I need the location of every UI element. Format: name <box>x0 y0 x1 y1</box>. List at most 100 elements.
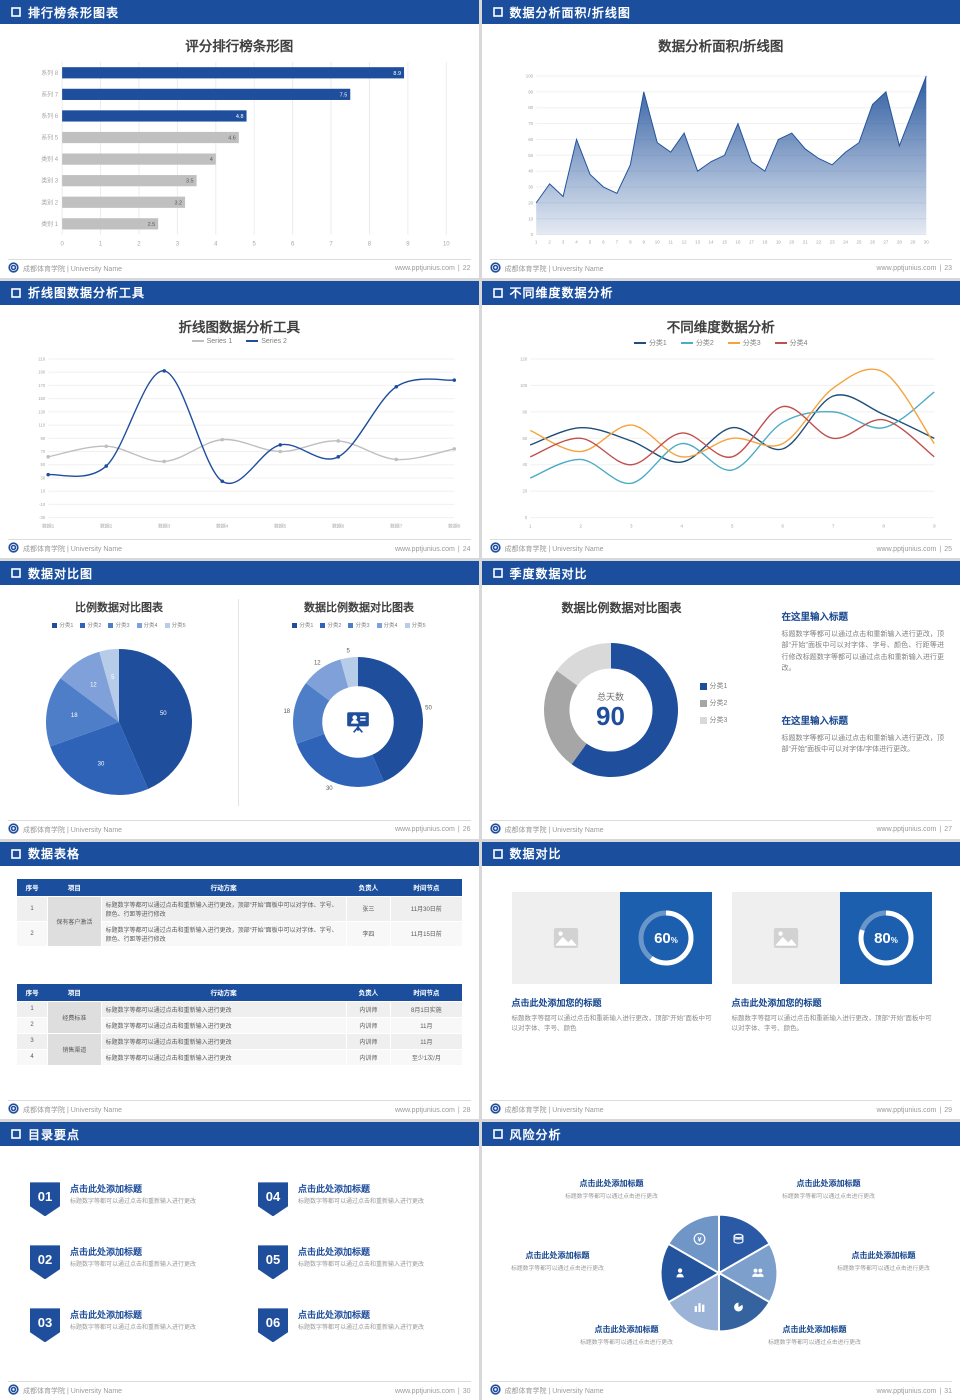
left-legend: 分类1 分类2 分类3 分类4 分类5 <box>0 621 238 629</box>
risk-block: 点击此处添加标题 标题数字等都可以通过点击进行更改 <box>754 1178 904 1200</box>
slide-header-title: 季度数据对比 <box>509 566 588 581</box>
university-name: 成都体育学院 | University Name <box>23 265 123 273</box>
compare-card: 60% 点击此处添加您的标题 标题数字等都可以通过点击和重新输入进行更改，顶部“… <box>511 891 712 1035</box>
slide-header: 数据对比 <box>481 841 960 866</box>
legend-marker <box>376 622 382 628</box>
site-url: www.pptjunius.com <box>876 1387 937 1395</box>
legend-label: 分类3 <box>355 623 370 630</box>
legend-item: Series 1 <box>191 338 232 345</box>
legend-marker <box>699 716 707 724</box>
university-name: 成都体育学院 | University Name <box>504 1107 604 1115</box>
slide-line-chart[interactable]: 折线图数据分析工具 折线图数据分析工具 Series 1 Series 2 -3… <box>0 280 479 559</box>
slide-header: 折线图数据分析工具 <box>0 280 479 305</box>
legend-label: 分类4 <box>143 623 158 630</box>
slide-footer: 成都体育学院 | University Name www.pptjunius.c… <box>8 539 471 558</box>
svg-text:50: 50 <box>41 462 46 467</box>
legend-marker <box>80 622 86 628</box>
svg-text:26: 26 <box>869 240 874 245</box>
cell: 11月 <box>390 1016 463 1034</box>
slide-footer: 成都体育学院 | University Name www.pptjunius.c… <box>8 1381 471 1400</box>
legend-marker <box>699 699 707 707</box>
slide-multi-line[interactable]: 不同维度数据分析 不同维度数据分析 分类1 分类2 分类3 分类4 0 20 40 6… <box>481 280 960 559</box>
slide-area-chart[interactable]: 数据分析面积/折线图 数据分析面积/折线图 0 10 20 30 40 50 60 70 80 9… <box>481 0 960 278</box>
legend-label: 分类1 <box>709 683 728 691</box>
square-bullet-icon <box>492 568 503 578</box>
svg-text:100: 100 <box>525 73 533 78</box>
svg-text:80%: 80% <box>874 930 898 947</box>
col-header: 时间节点 <box>390 878 462 897</box>
action-table-2: 序号 项目 行动方案 负责人 时间节点 1 经费标准 标题数字等都可以通过点击和… <box>15 983 463 1066</box>
cell: 李四 <box>345 920 392 947</box>
legend-marker <box>52 622 58 628</box>
toc-title: 点击此处添加标题 <box>70 1310 143 1321</box>
block-body: 标题数字等都可以通过点击和重新输入进行更改，顶部“开始”面板中可以对字体/字体进… <box>781 735 945 754</box>
cell: 1 <box>15 1000 49 1018</box>
page-number: 25 <box>944 545 952 553</box>
university-name: 成都体育学院 | University Name <box>23 1388 123 1395</box>
legend-marker <box>404 622 410 628</box>
site-url: www.pptjunius.com <box>394 1387 455 1395</box>
cell-plan: 标题数字等都可以通过点击和重新输入进行更改，顶部“开始”面板中可以对字体、字号、… <box>100 920 347 947</box>
university-logo <box>489 260 501 278</box>
svg-text:9: 9 <box>932 523 935 529</box>
risk-block: 点击此处添加标题 标题数字等都可以通过点击进行更改 <box>814 1250 954 1272</box>
slide-footer: 成都体育学院 | University Name www.pptjunius.c… <box>8 819 471 839</box>
risk-title: 点击此处添加标题 <box>851 1251 916 1261</box>
slide-header-title: 目录要点 <box>28 1127 81 1142</box>
toc-number-badge: 03 <box>30 1308 60 1343</box>
svg-text:12: 12 <box>314 661 321 667</box>
slide-risk-analysis[interactable]: 风险分析 <box>481 1122 960 1400</box>
risk-block: 点击此处添加标题 标题数字等都可以通过点击进行更改 <box>537 1178 687 1200</box>
svg-text:22: 22 <box>816 240 821 245</box>
legend-item: 分类4 <box>774 338 808 348</box>
text-block: 在这里输入标题 标题数字等都可以通过点击和重新输入进行更改，顶部“开始”面板中可… <box>782 713 945 755</box>
slide-data-tables[interactable]: 数据表格 序号 项目 行动方案 负责人 时间节点 1 保有客户激活 <box>0 841 479 1120</box>
slide-quarter-donut[interactable]: 季度数据对比 数据比例数据对比图表 总天数 90 分类1 分类2 分类3 在这里… <box>481 561 960 839</box>
svg-text:3.2: 3.2 <box>174 200 182 206</box>
coins-icon <box>733 1234 743 1245</box>
svg-text:150: 150 <box>38 396 46 401</box>
svg-text:40: 40 <box>528 169 533 174</box>
slide-header: 不同维度数据分析 <box>481 280 960 305</box>
cell-plan: 标题数字等都可以通过点击和重新输入进行更改 <box>100 1048 347 1066</box>
slide-header: 数据表格 <box>0 841 479 866</box>
picture-icon <box>553 927 578 948</box>
footer-separator: | <box>939 545 942 553</box>
slide-compare-cards[interactable]: 数据对比 60% 点击此处添加您的标题 标题数字等都可以通过点击和重新输入进行更… <box>481 841 960 1120</box>
svg-text:27: 27 <box>883 240 888 245</box>
slide-toc-points[interactable]: 目录要点 01 点击此处添加标题 标题数字等都可以通过点击和重新输入进行更改 02… <box>0 1122 479 1400</box>
legend-label: 分类5 <box>171 623 186 630</box>
risk-title: 点击此处添加标题 <box>525 1251 590 1261</box>
chart-title: 数据分析面积/折线图 <box>658 39 784 54</box>
toc-number-badge: 05 <box>258 1245 288 1280</box>
svg-text:12: 12 <box>90 683 97 689</box>
cell-project: 保有客户激活 <box>47 895 102 947</box>
cell: 11月30日前 <box>390 895 463 922</box>
cell: 张三 <box>345 895 392 922</box>
cell: 3 <box>15 1032 49 1050</box>
svg-text:5: 5 <box>347 649 351 655</box>
svg-text:50: 50 <box>160 711 167 717</box>
toc-title: 点击此处添加标题 <box>70 1247 143 1258</box>
svg-text:90: 90 <box>528 89 533 94</box>
legend-marker <box>292 622 298 628</box>
slide-bar-ranking[interactable]: 排行榜条形图表 评分排行榜条形图 0 1 2 3 4 5 6 7 8 9 10 系列 8 8.9 系列 7… <box>0 0 479 278</box>
toc-desc: 标题数字等都可以通过点击和重新输入进行更改 <box>298 1199 425 1206</box>
legend-label: 分类4 <box>383 623 398 630</box>
toc-number-badge: 01 <box>30 1182 60 1217</box>
cell: 2 <box>15 920 49 947</box>
slide-header-title: 数据对比图 <box>28 566 94 581</box>
svg-text:4.6: 4.6 <box>228 136 236 142</box>
legend-label: 分类3 <box>709 717 728 725</box>
col-header: 项目 <box>47 878 102 897</box>
footer-separator: | <box>457 545 460 553</box>
legend-item: 分类2 <box>680 338 714 348</box>
cell-plan: 标题数字等都可以通过点击和重新输入进行更改，顶部“开始”面板中可以对字体、字号、… <box>100 895 347 922</box>
svg-text:210: 210 <box>38 356 46 361</box>
table-row: 3 销售渠道 标题数字等都可以通过点击和重新输入进行更改 内训师 11月 <box>15 1032 463 1066</box>
legend-item: 分类1 <box>633 338 667 348</box>
svg-text:30: 30 <box>528 185 533 190</box>
svg-text:15: 15 <box>722 240 727 245</box>
slide-footer: 成都体育学院 | University Name www.pptjunius.c… <box>8 258 471 278</box>
slide-pie-comparison[interactable]: 数据对比图 比例数据对比图表 数据比例数据对比图表 分类1 分类2 分类3 分类… <box>0 561 479 839</box>
